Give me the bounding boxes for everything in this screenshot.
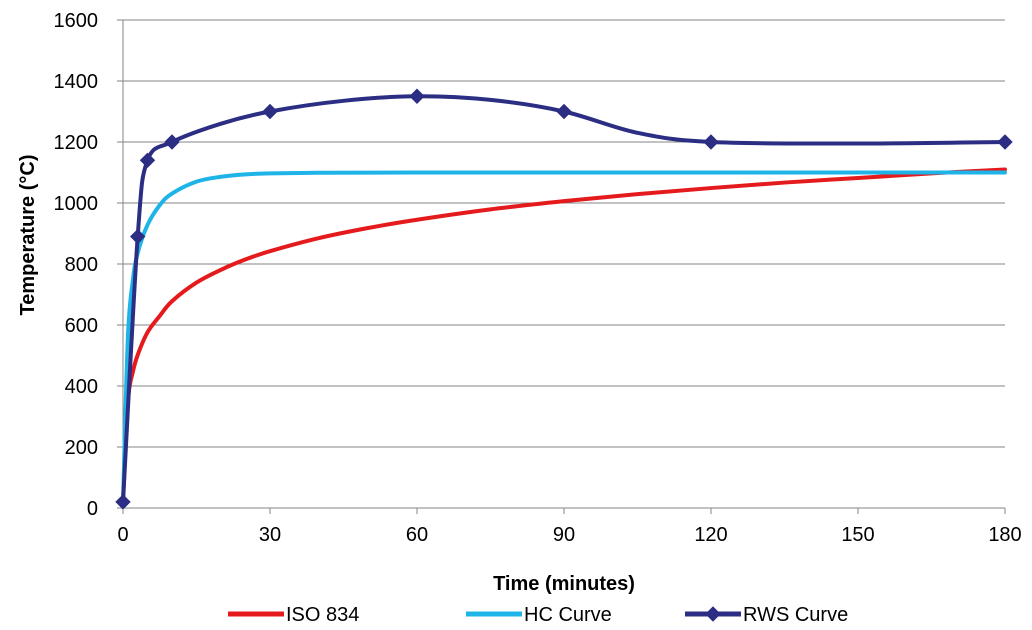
series-line-iso-834: [121, 167, 1007, 504]
series-line-hc-curve: [121, 170, 1007, 504]
y-tick-label: 800: [65, 254, 98, 276]
legend: ISO 834 HC Curve RWS Curve: [228, 604, 848, 626]
legend-item-rws-curve: RWS Curve: [685, 604, 848, 626]
series-hc-curve: [121, 170, 1007, 504]
x-tick-label: 0: [117, 524, 128, 546]
y-tick-label: 200: [65, 437, 98, 459]
y-tick-label: 1000: [54, 193, 99, 215]
series-layer: [115, 88, 1013, 510]
data-point-rws-curve: [997, 134, 1013, 150]
data-point-rws-curve: [129, 228, 146, 245]
legend-marker-rws-curve: [705, 606, 721, 622]
y-tick-labels: 0 200 400 600 800 1000 1200 1400 1600: [54, 10, 99, 520]
y-axis-title: Temperature (°C): [17, 155, 39, 316]
data-point-rws-curve: [115, 494, 131, 510]
data-point-rws-curve: [409, 88, 425, 104]
y-tick-label: 400: [65, 376, 98, 398]
series-rws-curve: [115, 88, 1013, 510]
x-tick-label: 30: [259, 524, 281, 546]
legend-item-hc-curve: HC Curve: [466, 604, 612, 626]
x-tick-label: 150: [841, 524, 874, 546]
legend-label-iso-834: ISO 834: [286, 604, 359, 626]
series-iso-834: [121, 167, 1007, 504]
gridlines: [123, 19, 1005, 448]
x-axis-title: Time (minutes): [493, 573, 635, 595]
data-point-rws-curve: [262, 103, 278, 120]
y-tick-label: 1200: [54, 132, 99, 154]
y-tick-label: 0: [87, 498, 98, 520]
y-tick-label: 600: [65, 315, 98, 337]
x-tick-label: 90: [553, 524, 575, 546]
data-point-rws-curve: [139, 152, 156, 169]
x-tick-label: 60: [406, 524, 428, 546]
series-line-rws-curve: [121, 94, 1007, 504]
axes: [117, 19, 1006, 514]
data-point-rws-curve: [703, 134, 719, 150]
x-tick-labels: 0 30 60 90 120 150 180: [117, 524, 1021, 546]
x-tick-label: 120: [694, 524, 727, 546]
y-tick-label: 1400: [54, 71, 99, 93]
x-tick-label: 180: [988, 524, 1021, 546]
data-point-rws-curve: [556, 103, 572, 120]
data-point-rws-curve: [164, 134, 180, 150]
legend-label-rws-curve: RWS Curve: [743, 604, 848, 626]
legend-label-hc-curve: HC Curve: [524, 604, 612, 626]
legend-item-iso-834: ISO 834: [228, 604, 359, 626]
y-tick-label: 1600: [54, 10, 99, 32]
